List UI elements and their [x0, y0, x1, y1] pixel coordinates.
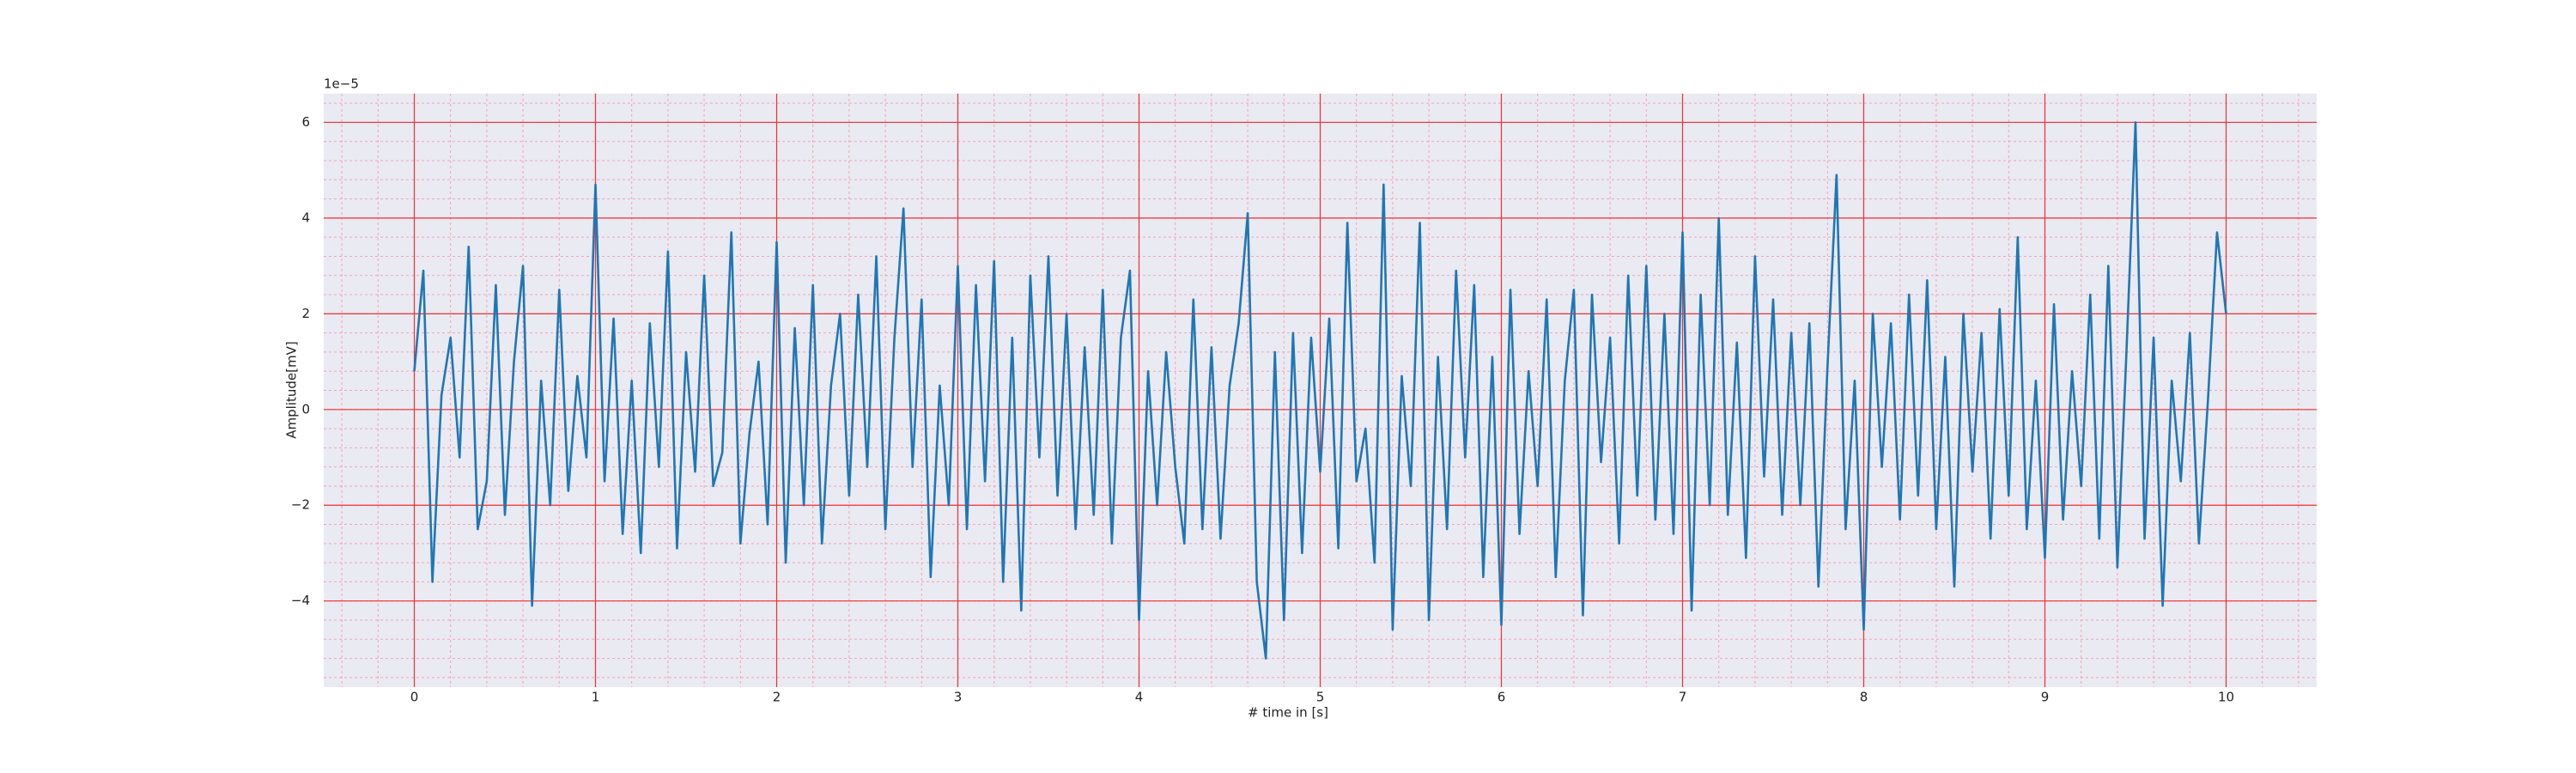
x-tick-label: 7 — [1679, 690, 1687, 705]
y-tick-label: −4 — [291, 593, 310, 608]
x-tick-label: 0 — [410, 690, 419, 705]
x-tick-label: 5 — [1316, 690, 1325, 705]
plot — [413, 121, 2227, 660]
y-offset-label: 1e−5 — [324, 76, 359, 92]
x-tick-label: 6 — [1498, 690, 1506, 705]
x-tick-label: 10 — [2218, 690, 2234, 705]
grid — [324, 94, 2317, 687]
x-tick-label: 3 — [954, 690, 963, 705]
y-tick-label: 2 — [301, 306, 310, 321]
x-tick-label: 4 — [1135, 690, 1144, 705]
y-tick-label: 6 — [301, 114, 310, 130]
y-tick-label: 4 — [301, 210, 310, 225]
x-axis-label: # time in [s] — [1248, 705, 1328, 721]
x-tick-label: 2 — [773, 690, 781, 705]
x-tick-label: 9 — [2041, 690, 2050, 705]
signal-line — [413, 121, 2227, 660]
x-tick-label: 1 — [592, 690, 600, 705]
y-tick-label: 0 — [301, 401, 310, 417]
x-tick-label: 8 — [1860, 690, 1868, 705]
y-tick-label: −2 — [291, 497, 310, 513]
y-axis-label: Amplitude[mV] — [284, 341, 300, 438]
